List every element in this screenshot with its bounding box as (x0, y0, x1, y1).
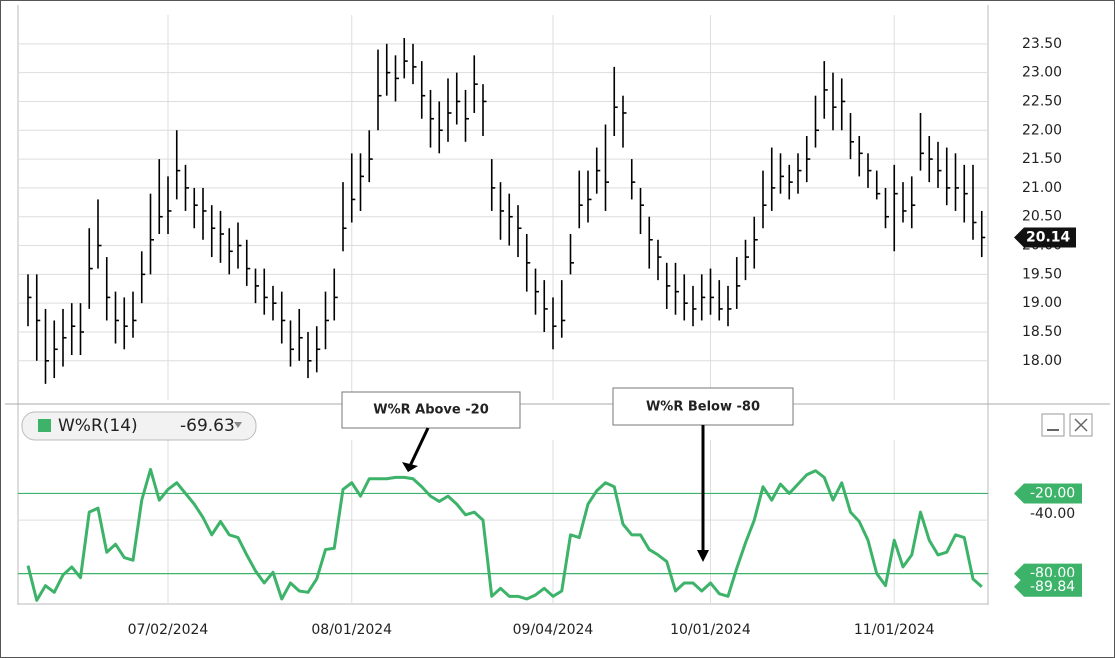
annotation-arrowhead (697, 550, 709, 562)
x-tick-label: 08/01/2024 (311, 622, 392, 638)
dropdown-arrow[interactable] (234, 422, 242, 428)
value-tag (1014, 576, 1082, 597)
annotation: W%R Above -20 (373, 403, 489, 418)
y-tick-label: 22.50 (1022, 93, 1062, 109)
legend-value: -69.63 (180, 416, 235, 436)
annotation-box (612, 387, 794, 426)
y-tick-label: 19.00 (1022, 295, 1062, 311)
y-tick-label: 22.00 (1022, 122, 1062, 138)
y-tick-label: 23.50 (1022, 36, 1062, 52)
last-price-label: 20.14 (1026, 229, 1071, 245)
value-tag-label: -89.84 (1030, 579, 1075, 595)
y-tick-label: 20.50 (1022, 209, 1062, 225)
y-tick-label: 21.50 (1022, 151, 1062, 167)
annotation-arrowhead (402, 462, 418, 472)
last-price-tag (1014, 227, 1076, 248)
indicator-line (26, 467, 983, 602)
x-tick-label: 09/04/2024 (513, 622, 594, 638)
y-tick-label: 21.00 (1022, 180, 1062, 196)
x-tick-label: 07/02/2024 (128, 622, 209, 638)
annotation: W%R Below -80 (646, 400, 760, 415)
annotation-box (341, 391, 521, 429)
x-tick-label: 11/01/2024 (854, 622, 935, 638)
y-tick-label: 18.50 (1022, 324, 1062, 340)
legend-name: W%R(14) (58, 416, 138, 436)
annotation-arrow (408, 427, 430, 467)
value-tag (1014, 483, 1082, 504)
y-tick-label: 18.00 (1022, 353, 1062, 369)
y-tick-label: 19.50 (1022, 266, 1062, 282)
x-tick-label: 10/01/2024 (670, 622, 751, 638)
value-tag-label: -20.00 (1030, 485, 1075, 501)
minimize-button[interactable] (1041, 413, 1065, 437)
indicator-badge[interactable] (21, 411, 257, 441)
close-icon (1074, 418, 1088, 432)
y-tick-label: 23.00 (1022, 65, 1062, 81)
y-tick-label: -40.00 (1030, 506, 1075, 522)
legend-swatch (38, 419, 51, 432)
